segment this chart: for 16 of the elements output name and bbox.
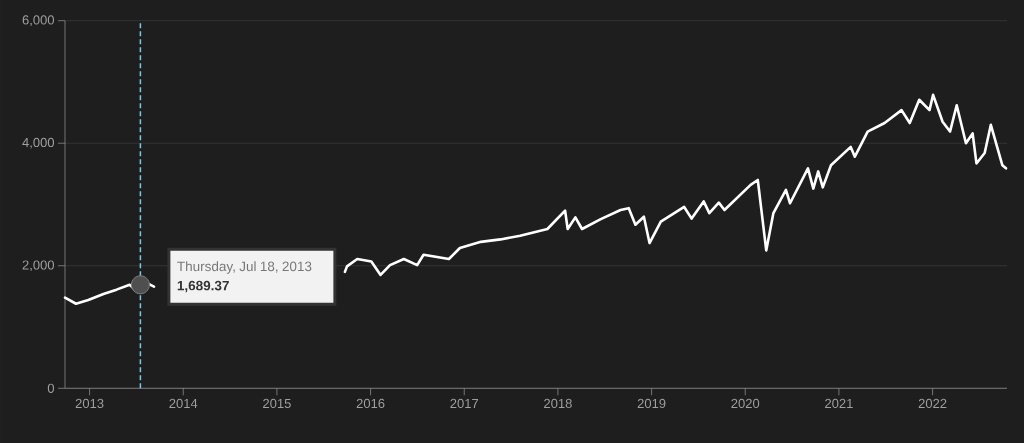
y-tick-label: 6,000 [22, 15, 55, 27]
x-tick-label: 2020 [731, 398, 760, 409]
y-tick-label: 4,000 [22, 137, 55, 149]
x-tick-label: 2019 [637, 398, 666, 409]
x-tick-label: 2017 [450, 398, 479, 409]
x-tick-label: 2013 [75, 398, 104, 409]
x-tick-label: 2022 [918, 398, 947, 409]
y-tick-label: 0 [47, 383, 55, 393]
x-tick-label: 2014 [169, 398, 198, 409]
annotation: 1,689.37 [177, 280, 229, 293]
x-tick-label: 2015 [263, 398, 291, 409]
y-tick-label: 2,000 [22, 260, 55, 272]
x-tick-label: 2018 [544, 398, 572, 409]
x-tick-label: 2021 [825, 398, 853, 409]
x-tick-label: 2016 [356, 398, 385, 409]
annotation: Thursday, Jul 18, 2013 [177, 261, 312, 274]
